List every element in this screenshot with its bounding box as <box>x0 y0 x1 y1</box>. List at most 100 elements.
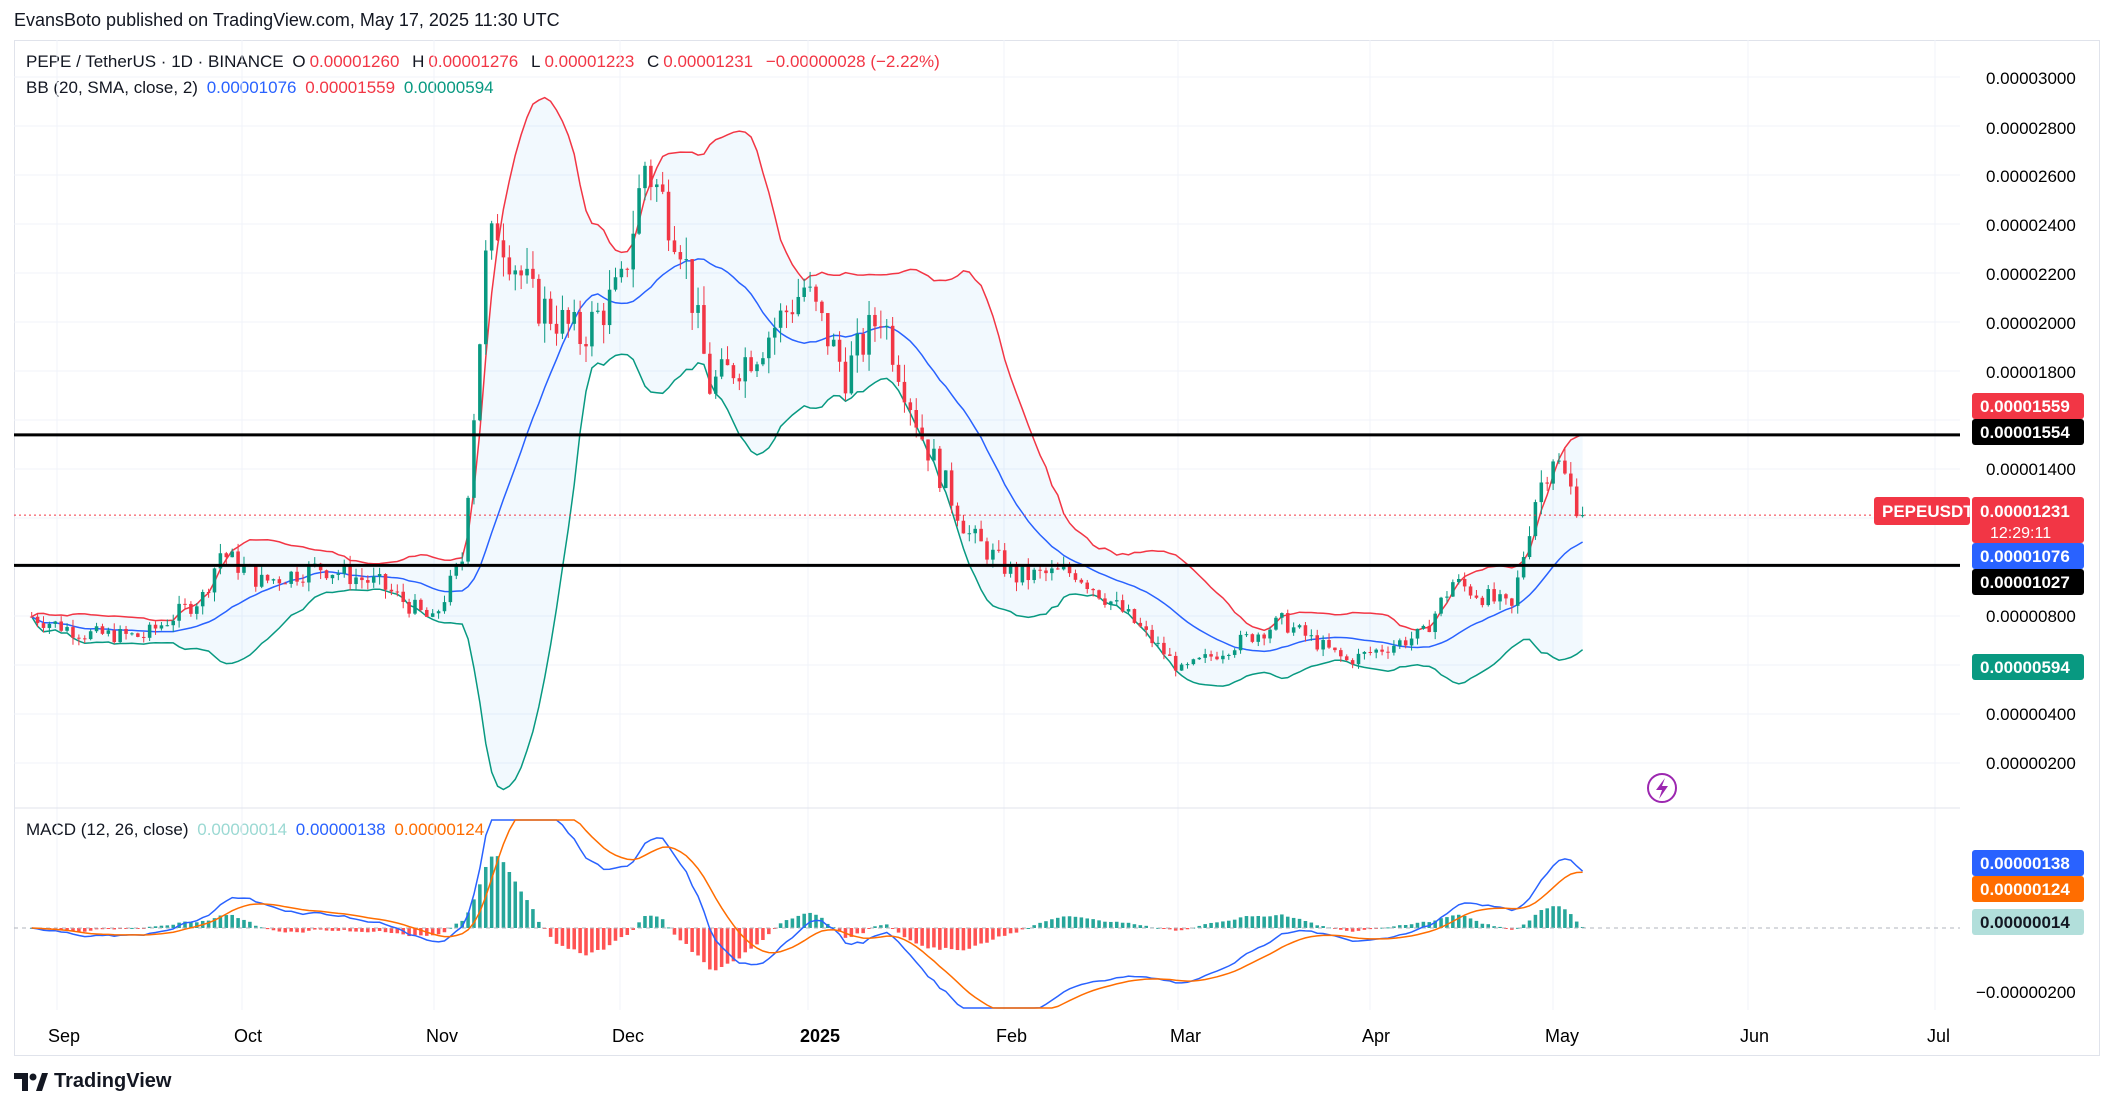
macd-histogram-bar <box>1350 928 1355 932</box>
candle-body <box>53 621 58 624</box>
candle-body <box>1227 654 1231 656</box>
macd-histogram-bar <box>1445 917 1449 928</box>
macd-histogram-bar <box>1563 909 1567 928</box>
close-value: 0.00001231 <box>663 52 754 71</box>
macd-histogram-bar <box>731 928 736 962</box>
macd-histogram-bar <box>377 928 382 931</box>
macd-histogram-bar <box>71 928 75 932</box>
candle-body <box>289 571 293 584</box>
candle-body <box>884 325 889 328</box>
candle-body <box>401 591 405 602</box>
macd-histogram-bar <box>1227 920 1231 928</box>
candle-body <box>1492 589 1496 602</box>
macd-histogram-bar <box>572 928 576 950</box>
candle-body <box>1114 600 1119 602</box>
macd-histogram-bar <box>324 928 329 931</box>
candle-body <box>1362 651 1367 654</box>
candle-body <box>236 551 240 573</box>
candle-body <box>914 410 919 428</box>
candle-body <box>1510 598 1514 606</box>
macd-histogram-bar <box>1250 916 1255 928</box>
candle-body <box>696 305 700 313</box>
candle-body <box>1486 589 1491 606</box>
candle-body <box>1521 557 1526 578</box>
candle-body <box>383 574 388 590</box>
macd-line <box>31 819 1584 1009</box>
macd-histogram-bar <box>195 922 199 928</box>
candle-body <box>1274 617 1278 630</box>
candle-body <box>879 326 883 328</box>
macd-signal-line <box>31 819 1583 1009</box>
candle-body <box>466 497 470 562</box>
macd-histogram-bar <box>1044 921 1048 928</box>
candle-body <box>1061 566 1066 570</box>
candle-body <box>572 311 576 324</box>
candle-body <box>1574 486 1579 517</box>
macd-histogram-bar <box>88 928 93 931</box>
candle-body <box>495 223 500 241</box>
candle-body <box>713 376 718 394</box>
candle-body <box>1315 635 1319 650</box>
symbol-label[interactable]: PEPE / TetherUS · 1D · BINANCE <box>26 52 284 71</box>
macd-histogram-bar <box>336 928 341 931</box>
candle-body <box>1262 634 1266 639</box>
macd-histogram-bar <box>1545 908 1549 928</box>
macd-histogram-bar <box>212 918 217 928</box>
macd-histogram-bar <box>849 928 854 937</box>
macd-histogram-bar <box>926 928 930 949</box>
candle-body <box>896 364 901 382</box>
candle-body <box>1344 656 1349 661</box>
macd-histogram-bar <box>1486 924 1491 928</box>
macd-histogram-bar <box>206 920 211 928</box>
candle-body <box>1168 654 1172 656</box>
candle-body <box>1150 629 1154 644</box>
macd-histogram-bar <box>259 927 264 929</box>
candle-body <box>513 270 518 275</box>
candle-body <box>926 439 930 461</box>
macd-histogram-bar <box>271 928 276 931</box>
candle-body <box>1221 655 1225 660</box>
macd-histogram-bar <box>867 928 871 929</box>
macd-histogram-bar <box>991 928 995 940</box>
macd-histogram-bar <box>495 856 500 928</box>
macd-histogram-bar <box>1026 927 1031 929</box>
candle-body <box>265 574 270 581</box>
macd-histogram-bar <box>1197 925 1202 928</box>
macd-histogram-bar <box>1055 917 1060 928</box>
macd-histogram-bar <box>106 928 111 929</box>
candle-body <box>796 296 801 315</box>
candle-body <box>1097 590 1101 599</box>
macd-histogram-bar <box>1356 928 1361 931</box>
macd-histogram-bar <box>1439 918 1443 928</box>
candle-body <box>1120 600 1125 612</box>
candle-body <box>407 601 411 614</box>
macd-histogram-bar <box>961 928 966 951</box>
candle-body <box>1215 656 1219 660</box>
macd-histogram-bar <box>130 927 134 929</box>
candle-body <box>908 402 913 411</box>
candle-body <box>566 309 571 324</box>
low-label: L <box>530 52 541 71</box>
candle-body <box>1132 609 1137 623</box>
candle-body <box>295 571 299 582</box>
macd-histogram-bar <box>1215 922 1219 928</box>
footer-brand: TradingView <box>14 1070 171 1093</box>
candle-body <box>826 313 830 347</box>
candle-body <box>873 314 877 327</box>
macd-histogram-bar <box>1409 924 1414 928</box>
macd-histogram-bar <box>655 916 659 928</box>
macd-histogram-bar <box>65 928 69 931</box>
macd-histogram-bar <box>230 914 234 928</box>
candle-body <box>619 268 624 278</box>
macd-label[interactable]: MACD (12, 26, close) <box>26 820 189 839</box>
candle-body <box>1303 625 1308 636</box>
bb-label[interactable]: BB (20, SMA, close, 2) <box>26 78 198 97</box>
macd-histogram-bar <box>554 928 559 944</box>
candle-body <box>218 553 223 569</box>
candle-body <box>1374 649 1378 653</box>
candle-body <box>731 365 736 379</box>
macd-histogram-bar <box>566 928 571 949</box>
candle-body <box>318 563 323 571</box>
candle-body <box>719 359 724 377</box>
